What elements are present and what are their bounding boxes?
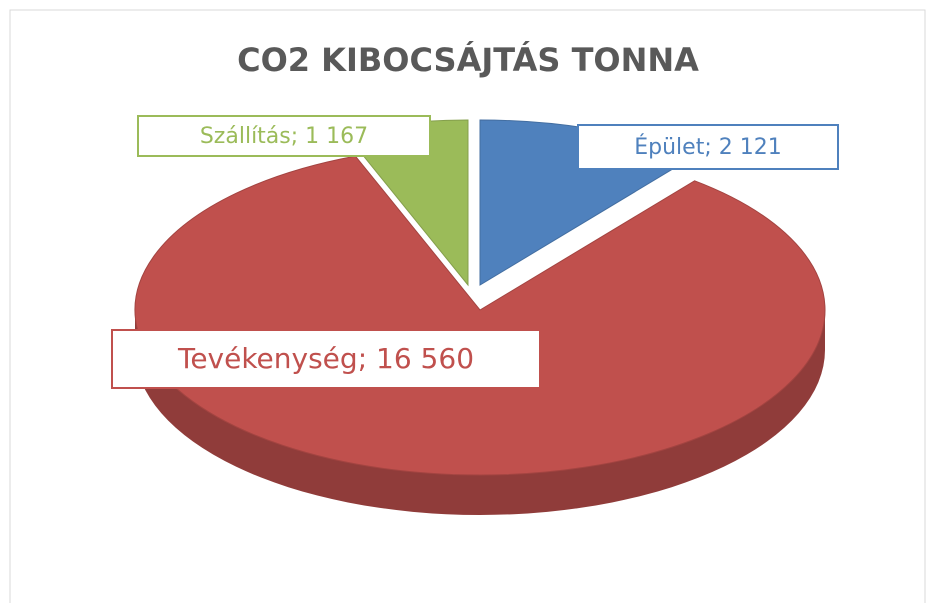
chart-title: CO2 KIBOCSÁJTÁS TONNA [237, 41, 699, 79]
data-label-box [577, 124, 839, 170]
label-value: 16 560 [376, 342, 474, 375]
label-value: 2 121 [719, 135, 782, 160]
data-label-box [137, 115, 431, 157]
label-separator: ; [358, 342, 376, 375]
label-separator: ; [704, 135, 718, 160]
data-label: Épület; 2 121 [634, 134, 781, 160]
slice [134, 155, 826, 476]
label-category: Tevékenység [177, 342, 358, 375]
label-separator: ; [291, 124, 305, 149]
label-category: Szállítás [200, 124, 291, 149]
label-category: Épület [634, 134, 704, 160]
data-label-box [111, 329, 541, 389]
label-value: 1 167 [305, 124, 368, 149]
data-label: Szállítás; 1 167 [200, 124, 368, 149]
slice-side [135, 310, 825, 515]
data-label: Tevékenység; 16 560 [177, 342, 474, 375]
